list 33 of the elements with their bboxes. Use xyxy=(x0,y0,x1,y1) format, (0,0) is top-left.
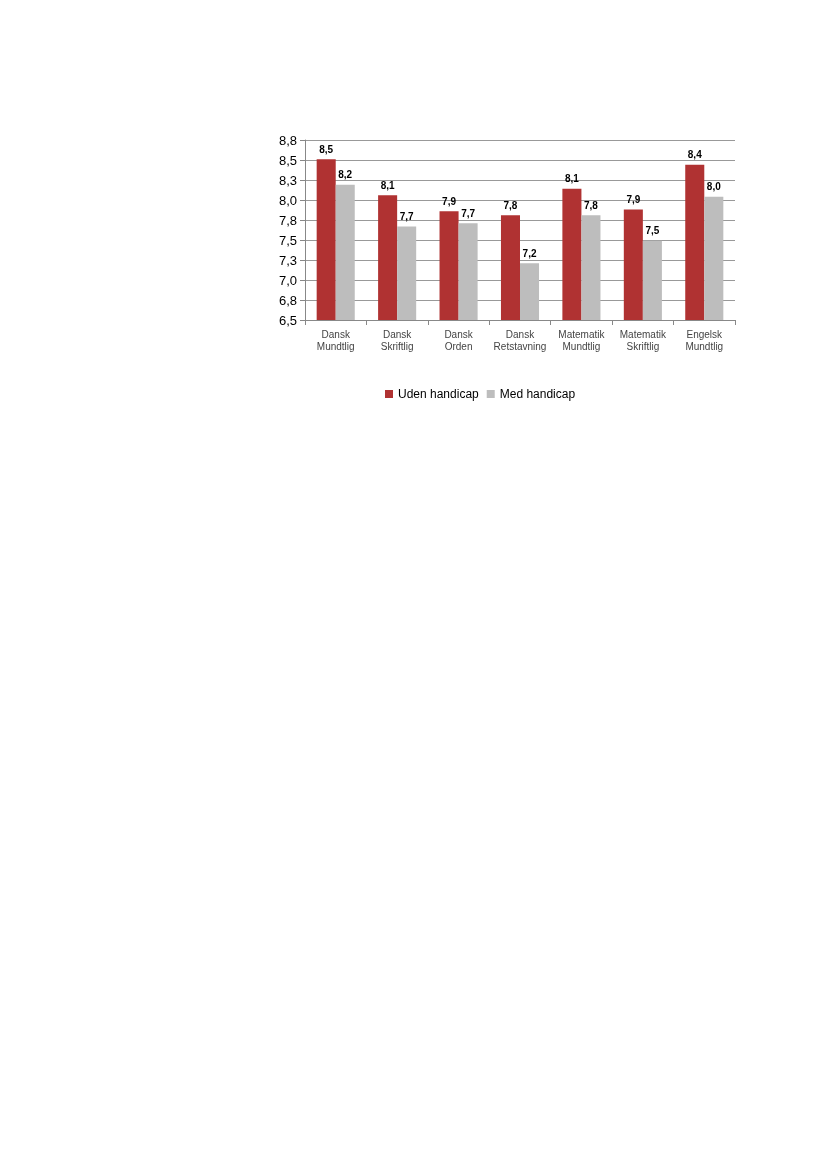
y-tick-label: 6,8 xyxy=(278,292,297,308)
y-tick-label: 8,8 xyxy=(278,132,297,148)
legend-label: Med handicap xyxy=(499,387,576,401)
x-tick-label: Matematik Skriftlig xyxy=(619,328,667,352)
data-label: 8,4 xyxy=(687,149,703,161)
x-tick-label: Dansk Retstavning xyxy=(493,328,547,352)
y-tick-label: 7,0 xyxy=(278,272,297,288)
data-label: 7,9 xyxy=(626,194,641,206)
data-label: 7,8 xyxy=(584,199,599,211)
y-tick-label: 7,5 xyxy=(278,232,297,248)
y-tick-label: 6,5 xyxy=(278,312,297,328)
data-label: 7,2 xyxy=(522,247,537,259)
data-label: 8,2 xyxy=(338,169,353,181)
data-label: 7,7 xyxy=(461,207,476,219)
x-tick-label: Matematik Mundtlig xyxy=(558,328,606,352)
y-tick-label: 8,5 xyxy=(278,152,297,168)
x-tick-label: Dansk Orden xyxy=(444,328,474,352)
x-tick-label: Engelsk Mundtlig xyxy=(685,328,724,352)
data-label: 8,1 xyxy=(380,179,396,191)
x-tick-label: Dansk Mundtlig xyxy=(316,328,355,352)
legend-label: Uden handicap xyxy=(398,387,480,401)
data-label: 7,7 xyxy=(399,210,415,222)
y-tick-label: 7,3 xyxy=(278,252,297,268)
data-label: 7,5 xyxy=(645,225,660,237)
data-label: 7,8 xyxy=(503,199,518,211)
y-tick-label: 8,0 xyxy=(278,192,297,208)
data-label: 7,9 xyxy=(442,195,457,207)
y-tick-label: 7,8 xyxy=(278,212,297,228)
data-label: 8,1 xyxy=(564,173,580,185)
data-label: 8,0 xyxy=(706,181,722,193)
y-tick-label: 8,3 xyxy=(278,172,297,188)
data-label: 8,5 xyxy=(319,143,334,155)
x-tick-label: Dansk Skriftlig xyxy=(380,328,414,352)
